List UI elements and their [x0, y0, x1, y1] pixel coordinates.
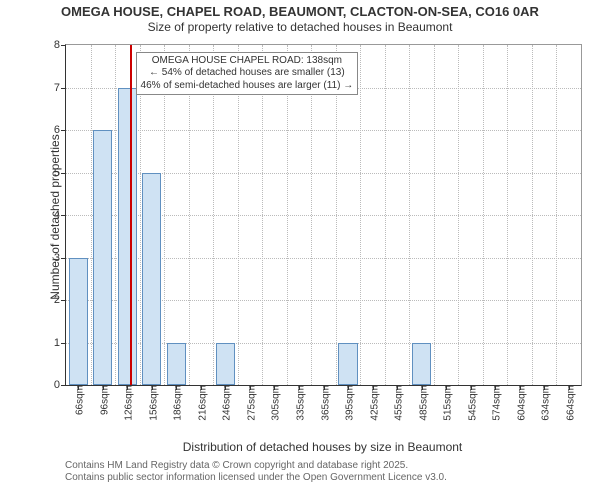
bar [118, 88, 137, 386]
xtick-label: 365sqm [316, 385, 331, 421]
footer-line-2: Contains public sector information licen… [65, 472, 447, 484]
gridline-v [91, 45, 92, 385]
gridline-v [336, 45, 337, 385]
xtick-label: 455sqm [390, 385, 405, 421]
xtick-label: 96sqm [95, 385, 110, 415]
footer-line-1: Contains HM Land Registry data © Crown c… [65, 460, 447, 472]
reference-line [130, 45, 132, 385]
annotation-line: OMEGA HOUSE CHAPEL ROAD: 138sqm [141, 55, 354, 68]
gridline-v [213, 45, 214, 385]
gridline-v [556, 45, 557, 385]
gridline-v [140, 45, 141, 385]
xtick-label: 515sqm [439, 385, 454, 421]
footer-attribution: Contains HM Land Registry data © Crown c… [65, 460, 447, 484]
xtick-label: 574sqm [488, 385, 503, 421]
xtick-label: 156sqm [144, 385, 159, 421]
gridline-v [483, 45, 484, 385]
chart-title-2: Size of property relative to detached ho… [0, 20, 600, 34]
gridline-v [458, 45, 459, 385]
bar [338, 343, 357, 386]
y-axis-label: Number of detached properties [48, 92, 62, 342]
gridline-v [507, 45, 508, 385]
gridline-v [164, 45, 165, 385]
bar [412, 343, 431, 386]
xtick-label: 186sqm [169, 385, 184, 421]
gridline-v [409, 45, 410, 385]
x-axis-label: Distribution of detached houses by size … [65, 440, 580, 454]
chart-title-1: OMEGA HOUSE, CHAPEL ROAD, BEAUMONT, CLAC… [0, 0, 600, 20]
xtick-label: 485sqm [414, 385, 429, 421]
gridline-v [532, 45, 533, 385]
gridline-v [189, 45, 190, 385]
bar-chart: 01234567866sqm96sqm126sqm156sqm186sqm216… [65, 44, 582, 386]
xtick-label: 395sqm [341, 385, 356, 421]
xtick-label: 216sqm [193, 385, 208, 421]
xtick-label: 275sqm [242, 385, 257, 421]
xtick-label: 545sqm [463, 385, 478, 421]
xtick-label: 604sqm [512, 385, 527, 421]
gridline-v [287, 45, 288, 385]
xtick-label: 335sqm [291, 385, 306, 421]
bar [93, 130, 112, 385]
gridline-v [360, 45, 361, 385]
gridline-v [311, 45, 312, 385]
bar [167, 343, 186, 386]
bar [69, 258, 88, 386]
annotation-box: OMEGA HOUSE CHAPEL ROAD: 138sqm← 54% of … [136, 52, 359, 96]
xtick-label: 664sqm [561, 385, 576, 421]
gridline-v [115, 45, 116, 385]
ytick-label: 0 [54, 379, 66, 391]
xtick-label: 66sqm [71, 385, 86, 415]
annotation-line: 46% of semi-detached houses are larger (… [141, 80, 354, 93]
xtick-label: 305sqm [267, 385, 282, 421]
ytick-label: 8 [54, 39, 66, 51]
gridline-v [385, 45, 386, 385]
gridline-v [262, 45, 263, 385]
bar [142, 173, 161, 386]
xtick-label: 126sqm [120, 385, 135, 421]
bar [216, 343, 235, 386]
gridline-v [434, 45, 435, 385]
xtick-label: 425sqm [365, 385, 380, 421]
annotation-line: ← 54% of detached houses are smaller (13… [141, 67, 354, 80]
xtick-label: 634sqm [537, 385, 552, 421]
gridline-h [66, 130, 581, 131]
xtick-label: 246sqm [218, 385, 233, 421]
gridline-v [238, 45, 239, 385]
